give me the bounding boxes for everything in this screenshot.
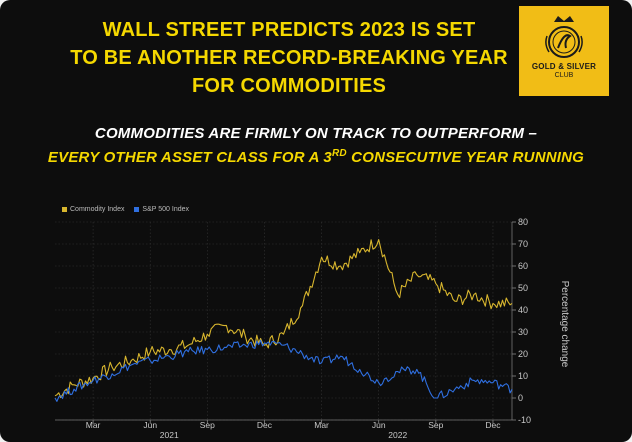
y-axis-label: Percentage change: [559, 280, 570, 368]
legend-label-sp500: S&P 500 Index: [142, 206, 189, 213]
y-tick-label: 60: [518, 261, 528, 271]
x-tick-label: Sep: [200, 420, 215, 430]
subtitle-line-2-before: EVERY OTHER ASSET CLASS FOR A 3: [47, 149, 332, 166]
x-year-label: 2021: [160, 430, 179, 440]
x-tick-label: Dec: [485, 420, 501, 430]
headline-line-1: WALL STREET PREDICTS 2023 IS SET: [102, 19, 476, 41]
legend-label-commodity: Commodity Index: [70, 206, 125, 213]
headline-line-2: TO BE ANOTHER RECORD-BREAKING YEAR: [70, 47, 508, 69]
legend-swatch-commodity: [62, 207, 67, 212]
y-tick-label: 30: [518, 327, 528, 337]
y-tick-label: 20: [518, 349, 528, 359]
subtitle-superscript: RD: [331, 148, 347, 159]
subtitle-line-2: EVERY OTHER ASSET CLASS FOR A 3RD CONSEC…: [0, 148, 632, 166]
y-tick-label: 50: [518, 283, 528, 293]
logo-text-sub: CLUB: [554, 72, 574, 79]
y-tick-label: 80: [518, 217, 528, 227]
x-tick-label: Sep: [428, 420, 443, 430]
logo-text-main: GOLD & SILVER: [531, 62, 597, 71]
x-tick-label: Mar: [86, 420, 101, 430]
x-tick-label: Jun: [143, 420, 157, 430]
subtitle-line-1: COMMODITIES ARE FIRMLY ON TRACK TO OUTPE…: [94, 125, 538, 142]
headline: WALL STREET PREDICTS 2023 IS SET TO BE A…: [70, 16, 508, 100]
y-tick-label: 0: [518, 393, 523, 403]
y-tick-label: 10: [518, 371, 528, 381]
y-tick-label: 40: [518, 305, 528, 315]
legend-swatch-sp500: [134, 207, 140, 212]
x-tick-label: Jun: [372, 420, 386, 430]
y-tick-label: -10: [518, 415, 531, 425]
crown-crest-icon: [545, 16, 583, 58]
series-line-sp500-index: [54, 339, 513, 402]
legend-item-commodity: Commodity Index: [62, 206, 124, 213]
series-line-commodity-index: [54, 239, 513, 399]
headline-line-3: FOR COMMODITIES: [191, 75, 387, 97]
legend-item-sp500: S&P 500 Index: [134, 206, 189, 213]
x-tick-label: Dec: [257, 420, 273, 430]
subtitle-line-2-after: CONSECUTIVE YEAR RUNNING: [346, 149, 585, 166]
chart-legend: Commodity Index S&P 500 Index: [62, 206, 197, 214]
x-tick-label: Mar: [314, 420, 329, 430]
y-tick-label: 70: [518, 239, 528, 249]
gold-silver-club-logo: GOLD & SILVER CLUB: [519, 6, 609, 96]
x-year-label: 2022: [388, 430, 407, 440]
